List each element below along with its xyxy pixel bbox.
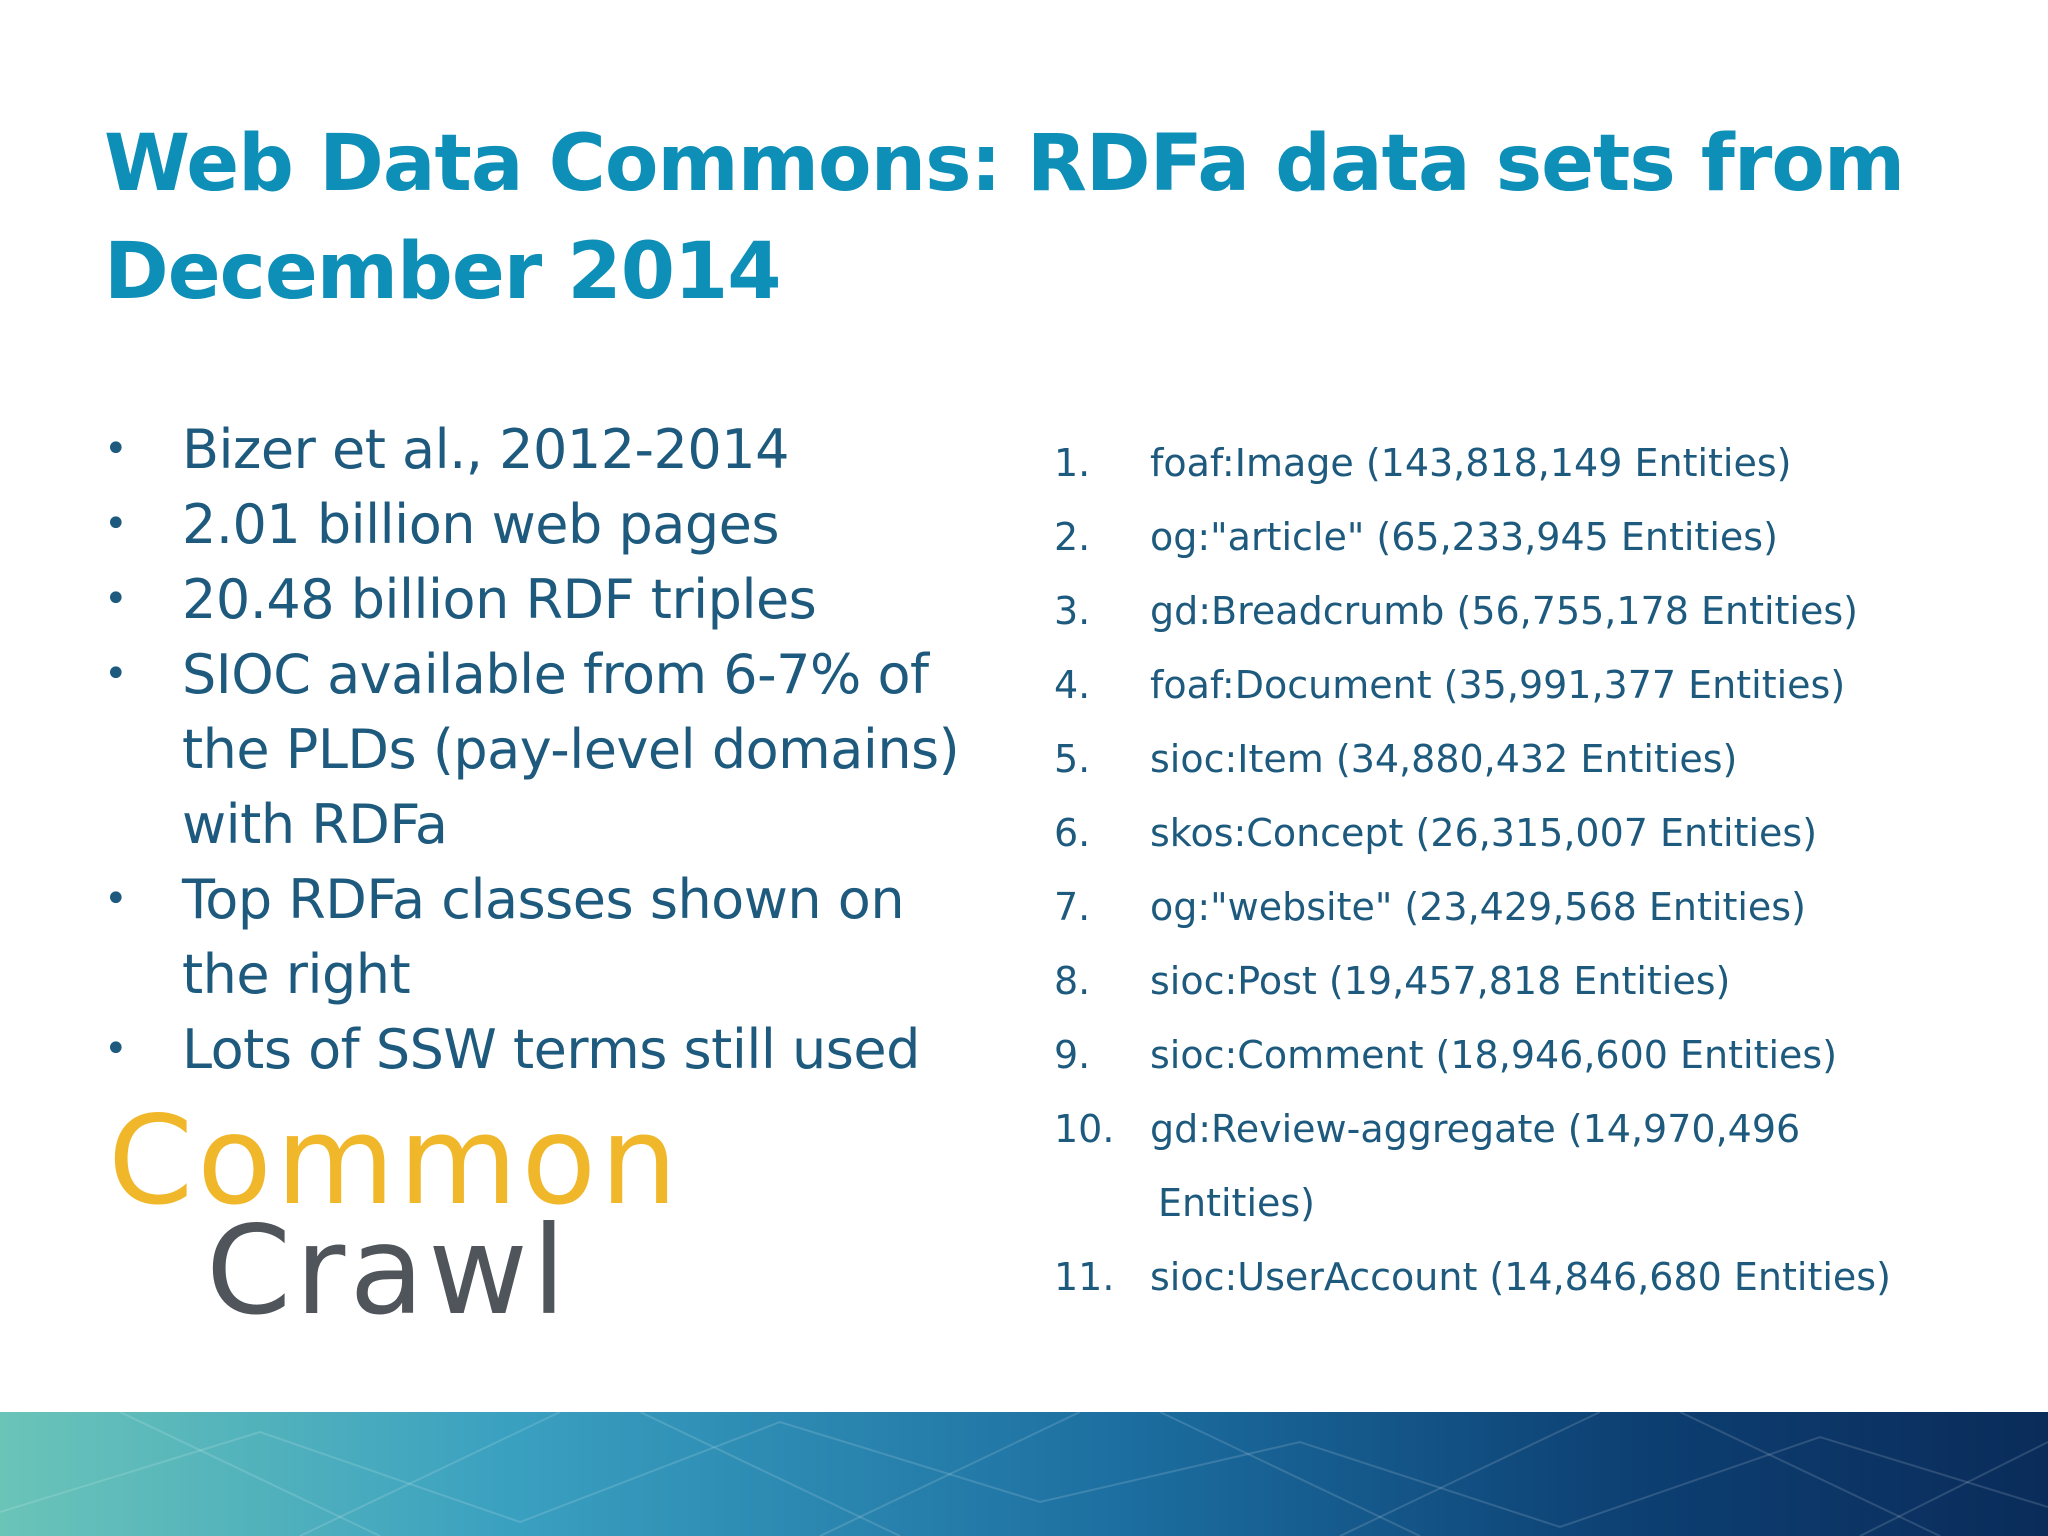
bullet-dot-icon: • [104,876,128,922]
list-item: 2. og:"article" (65,233,945 Entities) [1054,500,2014,574]
logo-line-common: Common [108,1090,682,1232]
list-item-text: gd:Review-aggregate (14,970,496 [1150,1107,1801,1151]
bullet-item: • Bizer et al., 2012-2014 [100,412,1000,487]
bullet-item: • Top RDFa classes shown on the right [100,862,1000,1012]
list-item-text: sioc:Comment (18,946,600 Entities) [1150,1033,1838,1077]
list-item: 11. sioc:UserAccount (14,846,680 Entities… [1054,1240,2014,1314]
list-item: 3. gd:Breadcrumb (56,755,178 Entities) [1054,574,2014,648]
list-item-text: sioc:Item (34,880,432 Entities) [1150,737,1738,781]
list-item-number: 8. [1054,959,1091,1003]
list-item-number: 11. [1054,1255,1115,1299]
list-item-text: foaf:Image (143,818,149 Entities) [1150,441,1792,485]
bullet-list: • Bizer et al., 2012-2014 • 2.01 billion w… [100,412,1000,1087]
bullet-dot-icon: • [104,501,128,547]
bullet-text: 20.48 billion RDF triples [182,568,817,631]
bullet-dot-icon: • [104,651,128,697]
bullet-dot-icon: • [104,576,128,622]
bullet-item: • Lots of SSW terms still used [100,1012,1000,1087]
list-item: 9. sioc:Comment (18,946,600 Entities) [1054,1018,2014,1092]
footer-pattern-graphic [0,1412,2048,1536]
list-item: 1. foaf:Image (143,818,149 Entities) [1054,426,2014,500]
bullet-dot-icon: • [104,426,128,472]
bullet-item: • 2.01 billion web pages [100,487,1000,562]
list-item: 10. gd:Review-aggregate (14,970,496 Entiti… [1054,1092,2014,1240]
bullet-item: • 20.48 billion RDF triples [100,562,1000,637]
list-item-number: 1. [1054,441,1091,485]
list-item-number: 4. [1054,663,1091,707]
list-item-number: 9. [1054,1033,1091,1077]
list-item-number: 10. [1054,1107,1115,1151]
bullet-text: Lots of SSW terms still used [182,1018,920,1081]
list-item-text: sioc:Post (19,457,818 Entities) [1150,959,1731,1003]
list-item-number: 3. [1054,589,1091,633]
list-item-text: og:"article" (65,233,945 Entities) [1150,515,1778,559]
list-item: 7. og:"website" (23,429,568 Entities) [1054,870,2014,944]
footer-band [0,1412,2048,1536]
list-item-number: 5. [1054,737,1091,781]
list-item-number: 2. [1054,515,1091,559]
slide-title: Web Data Commons: RDFa data sets from De… [104,119,1905,317]
bullet-text: 2.01 billion web pages [182,493,779,556]
logo-line-crawl: Crawl [206,1200,570,1342]
list-item: 6. skos:Concept (26,315,007 Entities) [1054,796,2014,870]
list-item-text: foaf:Document (35,991,377 Entities) [1150,663,1846,707]
list-item-number: 6. [1054,811,1091,855]
bullet-text: Top RDFa classes shown on the right [182,868,905,1006]
bullet-text: Bizer et al., 2012-2014 [182,418,789,481]
list-item-text: og:"website" (23,429,568 Entities) [1150,885,1806,929]
list-item: 4. foaf:Document (35,991,377 Entities) [1054,648,2014,722]
list-item: 8. sioc:Post (19,457,818 Entities) [1054,944,2014,1018]
bullet-dot-icon: • [104,1026,128,1072]
list-item-number: 7. [1054,885,1091,929]
list-item-continuation: Entities) [1158,1181,1316,1225]
list-item-text: sioc:UserAccount (14,846,680 Entities) [1150,1255,1891,1299]
bullet-text: SIOC available from 6-7% of the PLDs (pa… [182,643,960,856]
list-item-text: skos:Concept (26,315,007 Entities) [1150,811,1818,855]
bullet-item: • SIOC available from 6-7% of the PLDs (p… [100,637,1000,862]
list-item: 5. sioc:Item (34,880,432 Entities) [1054,722,2014,796]
rdfa-class-list: 1. foaf:Image (143,818,149 Entities) 2. og… [1054,426,2014,1314]
list-item-text: gd:Breadcrumb (56,755,178 Entities) [1150,589,1858,633]
